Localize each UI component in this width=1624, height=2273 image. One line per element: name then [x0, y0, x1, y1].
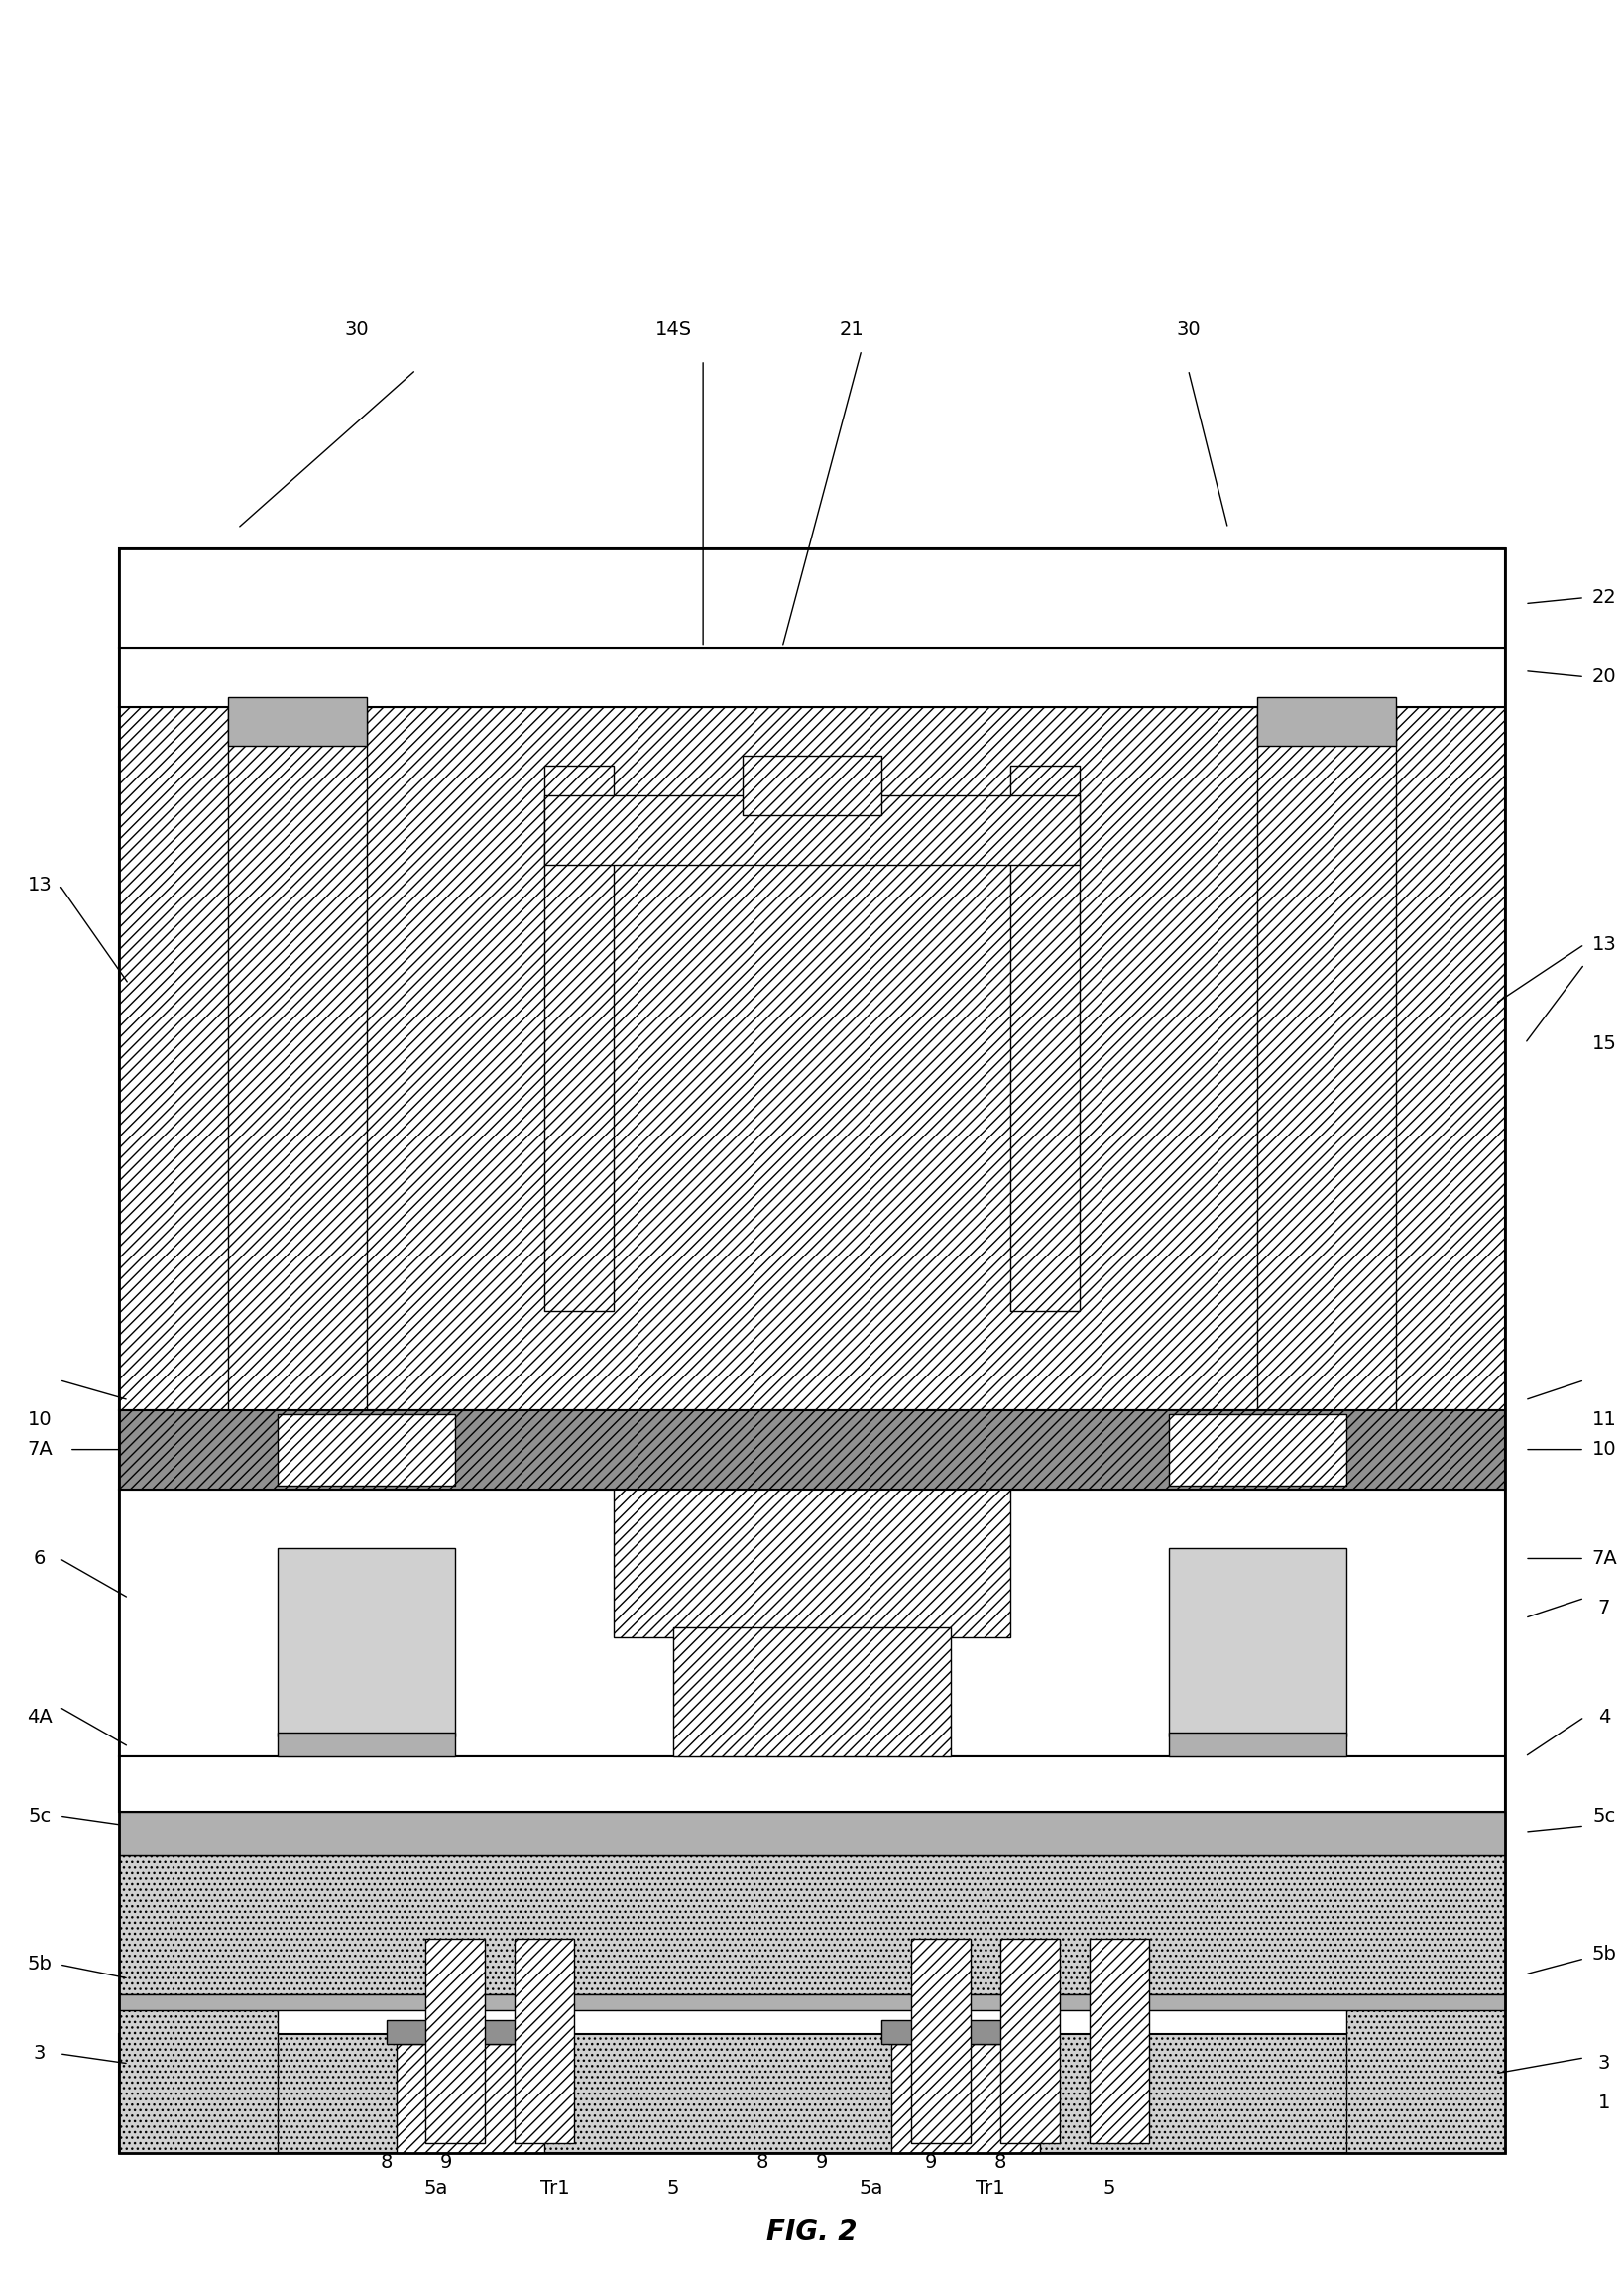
Bar [1169, 1732, 1346, 1757]
Text: Tr1: Tr1 [539, 2180, 570, 2198]
Bar [1010, 766, 1080, 1312]
Text: 13: 13 [28, 875, 52, 893]
Text: 7A: 7A [1592, 1548, 1618, 1568]
Text: Tr1: Tr1 [976, 2180, 1005, 2198]
Text: 8: 8 [380, 2153, 393, 2173]
Bar [1090, 1939, 1148, 2143]
Text: 10: 10 [1592, 1441, 1616, 1459]
Text: 21: 21 [840, 320, 864, 339]
Text: 9: 9 [815, 2153, 828, 2173]
Text: 10: 10 [28, 1409, 52, 1430]
Text: 5b: 5b [1592, 1946, 1616, 1964]
Text: 5a: 5a [424, 2180, 448, 2198]
Text: 13: 13 [1592, 934, 1616, 955]
Text: 3: 3 [1598, 2055, 1611, 2073]
Text: 5c: 5c [28, 1807, 50, 1825]
Text: 4A: 4A [28, 1707, 52, 1727]
Text: 30: 30 [1176, 320, 1200, 339]
Text: 9: 9 [440, 2153, 451, 2173]
Bar [119, 707, 1505, 1409]
Bar [119, 1812, 1505, 1855]
Text: FIG. 2: FIG. 2 [767, 2218, 857, 2246]
Text: 5b: 5b [28, 1955, 52, 1973]
Bar [544, 766, 614, 1312]
Text: 5c: 5c [1593, 1807, 1616, 1825]
Bar [742, 757, 882, 816]
Bar [387, 2021, 554, 2043]
Bar [1346, 1978, 1505, 2153]
Text: 1: 1 [1598, 2093, 1611, 2112]
Bar [882, 2021, 1049, 2043]
Bar [119, 1757, 1505, 1812]
Bar [614, 1450, 1010, 1637]
Bar [119, 2034, 1505, 2153]
Text: 5: 5 [667, 2180, 679, 2198]
Bar [911, 1939, 971, 2143]
Bar [1257, 707, 1397, 1409]
Bar [1257, 698, 1397, 746]
Bar [227, 698, 367, 746]
Bar [674, 1627, 950, 1757]
Text: 5: 5 [1103, 2180, 1116, 2198]
Bar [119, 1409, 1505, 1489]
Text: 4: 4 [1598, 1707, 1611, 1727]
Bar [1169, 1414, 1346, 1484]
Bar [515, 1939, 575, 2143]
Bar [278, 1548, 455, 1737]
Bar [119, 1993, 1505, 2009]
Bar [119, 1978, 278, 2153]
Bar [119, 1489, 1505, 1757]
Bar [227, 707, 367, 1409]
Bar [1000, 1939, 1059, 2143]
Text: 20: 20 [1592, 668, 1616, 686]
Text: 5a: 5a [859, 2180, 883, 2198]
Text: 6: 6 [34, 1548, 45, 1568]
Text: 9: 9 [924, 2153, 937, 2173]
Text: 30: 30 [344, 320, 369, 339]
Text: 15: 15 [1592, 1034, 1616, 1052]
Bar [1169, 1548, 1346, 1737]
Bar [119, 1855, 1505, 1993]
Bar [544, 796, 1080, 866]
Text: 3: 3 [34, 2043, 45, 2064]
Text: 8: 8 [994, 2153, 1007, 2173]
Text: 7A: 7A [28, 1441, 52, 1459]
Bar [425, 1939, 486, 2143]
Bar [278, 1732, 455, 1757]
Text: 22: 22 [1592, 589, 1616, 607]
Bar [396, 2043, 544, 2153]
Bar [119, 548, 1505, 2153]
Text: 11: 11 [1592, 1409, 1616, 1430]
Text: 7: 7 [1598, 1598, 1611, 1618]
Text: 8: 8 [757, 2153, 768, 2173]
Text: 14S: 14S [654, 320, 692, 339]
Bar [119, 648, 1505, 707]
Bar [278, 1414, 455, 1484]
Bar [119, 548, 1505, 648]
Bar [892, 2043, 1039, 2153]
